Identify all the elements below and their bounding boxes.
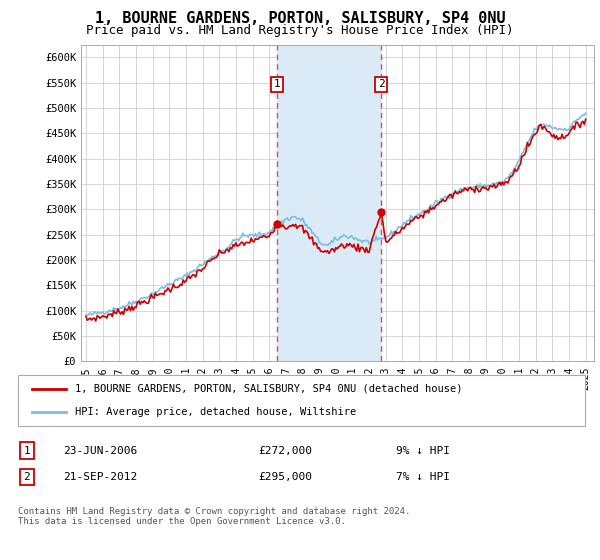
Bar bbox=[277, 45, 381, 361]
Text: Contains HM Land Registry data © Crown copyright and database right 2024.
This d: Contains HM Land Registry data © Crown c… bbox=[18, 507, 410, 526]
Text: 23-JUN-2006: 23-JUN-2006 bbox=[63, 446, 137, 456]
Text: £295,000: £295,000 bbox=[258, 472, 312, 482]
Text: Price paid vs. HM Land Registry's House Price Index (HPI): Price paid vs. HM Land Registry's House … bbox=[86, 24, 514, 36]
Text: HPI: Average price, detached house, Wiltshire: HPI: Average price, detached house, Wilt… bbox=[75, 407, 356, 417]
Text: 1, BOURNE GARDENS, PORTON, SALISBURY, SP4 0NU (detached house): 1, BOURNE GARDENS, PORTON, SALISBURY, SP… bbox=[75, 384, 462, 394]
Text: 1: 1 bbox=[274, 80, 280, 90]
FancyBboxPatch shape bbox=[18, 375, 585, 426]
Text: 2: 2 bbox=[378, 80, 385, 90]
Text: £272,000: £272,000 bbox=[258, 446, 312, 456]
Text: 21-SEP-2012: 21-SEP-2012 bbox=[63, 472, 137, 482]
Text: 1, BOURNE GARDENS, PORTON, SALISBURY, SP4 0NU: 1, BOURNE GARDENS, PORTON, SALISBURY, SP… bbox=[95, 11, 505, 26]
Text: 9% ↓ HPI: 9% ↓ HPI bbox=[396, 446, 450, 456]
Text: 7% ↓ HPI: 7% ↓ HPI bbox=[396, 472, 450, 482]
Text: 1: 1 bbox=[23, 446, 31, 456]
Text: 2: 2 bbox=[23, 472, 31, 482]
